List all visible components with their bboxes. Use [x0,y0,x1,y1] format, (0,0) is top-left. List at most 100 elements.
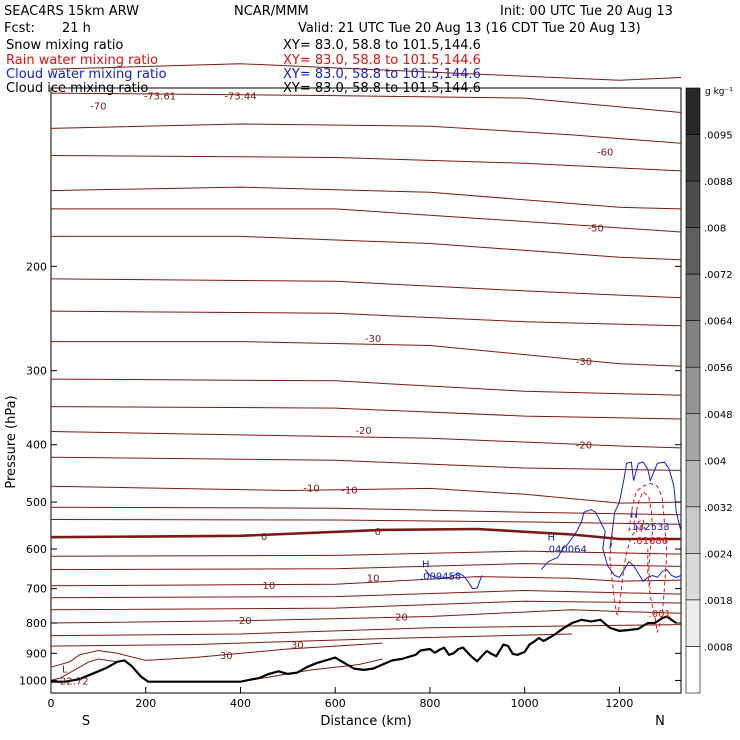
colorbar-swatch [685,553,701,601]
colorbar-swatch [685,320,701,368]
contour-label: -50 [588,224,604,235]
isotherm-line [50,506,682,516]
terrain-line [51,615,677,683]
colorbar-label: .0024 [704,549,733,560]
colorbar-label: .0064 [704,317,733,328]
x-tick-label: 800 [419,697,440,710]
temperature-contours [50,63,682,683]
init-time: Init: 00 UTC Tue 20 Aug 13 [500,4,673,19]
terrain-layer [51,615,677,683]
cloud-water-contours [424,461,682,590]
colorbar-label: .0018 [704,596,733,607]
colorbar: g kg⁻¹ .0095 .0088 .008 .0072 .0064 .0056 .004… [685,87,733,694]
isotherm-line [51,208,682,233]
y-tick-label: 200 [26,260,47,273]
isotherm-line [50,589,682,599]
extremum-marker: H [635,524,643,535]
extremum-marker: H [422,560,430,571]
colorbar-swatch [685,87,701,135]
isotherm-30 [50,642,383,668]
contour-label: -10 [341,485,357,496]
isotherm-line [50,406,682,420]
rain-water-contour [633,490,654,589]
contour-label: -10 [303,483,319,494]
isotherm-line [50,519,682,525]
x-axis-label: Distance (km) [320,714,411,729]
colorbar-swatch [685,413,701,461]
isotherm-line [50,624,682,637]
colorbar-label: .0088 [704,177,733,188]
legend-xy-cloud: XY= 83.0, 58.8 to 101.5,144.6 [283,67,481,82]
y-tick-label: 300 [26,365,47,378]
legend-label-cloud: Cloud water mixing ratio [6,67,167,82]
colorbar-swatch [685,366,701,415]
isotherm--10 [50,485,682,504]
isotherm-line [50,92,682,113]
isotherm-0 [50,527,681,541]
isotherm-line [50,155,682,172]
contour-label: 10 [367,573,380,584]
x-end-label-right: N [655,714,665,729]
colorbar-swatch [685,460,701,508]
colorbar-label: .0072 [704,270,733,281]
colorbar-swatch [685,506,701,554]
contour-labels: -70 -73.61 -73.44 -60 -50 -30 -30 -20 -20 -10 -10 0… [60,92,671,688]
legend-xy-snow: XY= 83.0, 58.8 to 101.5,144.6 [283,38,481,53]
isotherm--30 [51,341,682,367]
rain-water-contour [609,518,646,616]
point-label: .001 [649,609,671,620]
contour-label: 20 [395,613,408,624]
colorbar-swatch [685,273,701,321]
extremum-marker: H [547,533,555,544]
isotherm-10 [50,576,682,587]
colorbar-label: .0008 [704,642,733,653]
isotherm--20 [50,431,682,449]
legend-label-rain: Rain water mixing ratio [6,53,158,68]
isotherm-line [50,633,573,647]
cloud-water-contour [540,509,682,582]
x-tick-label: 400 [230,697,251,710]
isotherm-line [50,658,118,681]
contour-label: 0 [261,532,267,543]
y-tick-label: 400 [26,439,47,452]
valid-time: Valid: 21 UTC Tue 20 Aug 13 (16 CDT Tue … [298,21,641,36]
colorbar-swatch [685,134,701,182]
y-tick-label: 900 [26,647,47,660]
y-axis-label: Pressure (hPa) [4,395,19,488]
contour-label: -30 [576,357,592,368]
colorbar-swatch [685,227,701,275]
isotherm--50 [50,186,682,210]
cloud-water-contour [609,461,682,550]
extremum-marker: L [62,665,68,676]
x-tick-label: 1000 [511,697,539,710]
plot-area: -70 -73.61 -73.44 -60 -50 -30 -30 -20 -20 -10 -10 0… [19,63,682,710]
isotherm--70 [50,63,682,81]
y-tick-label: 600 [26,543,47,556]
isotherm--40 [51,235,682,261]
colorbar-label: .0056 [704,363,733,374]
isotherm-line [240,658,383,683]
colorbar-label: .0095 [704,131,733,142]
y-tick-label: 800 [26,617,47,630]
rain-water-contour [628,482,668,633]
x-tick-label: 0 [48,697,55,710]
contour-label: 30 [220,651,233,662]
extremum-value: 22.72 [60,677,89,688]
contour-label: -70 [90,101,106,112]
y-tick-label: 500 [26,496,47,509]
isotherm-line [50,378,682,396]
contour-label: -20 [576,441,592,452]
contour-label: 30 [291,641,304,652]
colorbar-unit: g kg⁻¹ [705,87,733,97]
isotherm--60 [50,123,682,144]
legend-xy-rain: XY= 83.0, 58.8 to 101.5,144.6 [283,53,481,68]
contour-label: -30 [365,334,381,345]
x-tick-label: 200 [135,697,156,710]
model-title: SEAC4RS 15km ARW [4,4,139,19]
plot-frame [50,87,682,694]
fcst-label: Fcst: [4,21,35,36]
isotherm-20 [50,609,682,624]
contour-label: -20 [355,426,371,437]
colorbar-swatch [685,180,701,228]
colorbar-label: .008 [704,224,726,235]
